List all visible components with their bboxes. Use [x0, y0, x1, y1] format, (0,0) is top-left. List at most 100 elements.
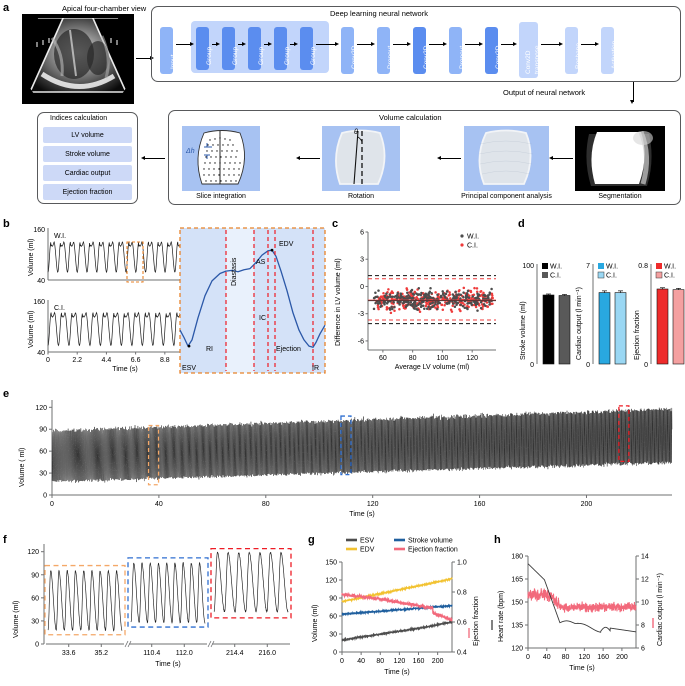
- svg-text:0: 0: [360, 284, 364, 291]
- nn-block-label: Dropout: [386, 45, 394, 69]
- svg-text:C.I.: C.I.: [664, 273, 675, 280]
- arrow-seg-to-pca-head: [549, 155, 553, 160]
- svg-text:112.0: 112.0: [176, 650, 193, 657]
- nn-block-group-5[interactable]: [300, 27, 313, 70]
- svg-text:120: 120: [579, 654, 591, 661]
- panel-label-f: f: [3, 534, 7, 546]
- volume-calc-box: [168, 110, 681, 205]
- svg-text:160: 160: [33, 299, 45, 306]
- svg-text:0: 0: [43, 493, 47, 500]
- index-cardiac-output[interactable]: Cardiac output: [43, 165, 132, 181]
- svg-text:12: 12: [641, 577, 649, 584]
- nn-block-group-3[interactable]: [248, 27, 261, 70]
- svg-text:35.2: 35.2: [94, 650, 108, 657]
- svg-text:40: 40: [357, 658, 365, 665]
- arrow-image-to-nn-head: [150, 55, 154, 60]
- nn-block-group-4[interactable]: [274, 27, 287, 70]
- nn-block-dropout-7[interactable]: [377, 27, 390, 74]
- svg-text:120: 120: [367, 501, 379, 508]
- nn-block-label: Activation: [610, 40, 618, 69]
- arrow-pca-to-rot: [441, 158, 461, 159]
- svg-text:90: 90: [31, 572, 39, 579]
- svg-text:W.I.: W.I.: [467, 234, 479, 241]
- arrow-rot-to-slice: [300, 158, 320, 159]
- svg-text:C.I.: C.I.: [550, 273, 561, 280]
- panel-g-plot: 0 30 60 90 120 150 0.4 0.6 0.8 1.0 0 40 80 120 160 200 T…: [308, 534, 493, 684]
- nn-block-conv2d-6[interactable]: [341, 27, 354, 74]
- nn-arrow-head: [335, 41, 339, 46]
- arrow-nn-output-head: [630, 100, 635, 104]
- svg-text:40: 40: [155, 501, 163, 508]
- nn-block-activation-13[interactable]: [601, 27, 614, 74]
- nn-block-dropout-9[interactable]: [449, 27, 462, 74]
- arrow-pca-to-rot-head: [437, 155, 441, 160]
- nn-arrow: [316, 44, 335, 45]
- svg-text:14: 14: [641, 554, 649, 561]
- svg-text:2.2: 2.2: [72, 357, 82, 364]
- svg-text:C.I.: C.I.: [467, 243, 478, 250]
- svg-text:200: 200: [581, 501, 593, 508]
- nn-block-conv2d-10[interactable]: [485, 27, 498, 74]
- nn-block-group-1[interactable]: [196, 27, 209, 70]
- svg-text:214.4: 214.4: [226, 650, 244, 657]
- svg-text:0: 0: [35, 642, 39, 649]
- nn-block-conv2d-transpose-11[interactable]: [519, 22, 538, 78]
- nn-arrow: [176, 44, 190, 45]
- panel-f-plot: 0 30 60 90 120 Volume (ml) 33.6 35.2 110.4 112.0 2…: [8, 534, 308, 684]
- index-ejection-fraction[interactable]: Ejection fraction: [43, 184, 132, 200]
- nn-block-label: Group: [231, 46, 239, 65]
- panel-label-b: b: [3, 218, 10, 230]
- arrow-seg-to-pca: [553, 158, 573, 159]
- nn-block-label: Group: [205, 46, 213, 65]
- nn-arrow-head: [216, 41, 220, 46]
- svg-text:60: 60: [329, 614, 337, 621]
- svg-text:Time (s): Time (s): [155, 661, 180, 668]
- panel-label-d: d: [518, 218, 525, 230]
- svg-text:40: 40: [37, 278, 45, 285]
- svg-text:ESV: ESV: [182, 365, 196, 372]
- svg-text:0.6: 0.6: [457, 620, 467, 627]
- svg-text:30: 30: [31, 618, 39, 625]
- svg-text:8.8: 8.8: [160, 357, 170, 364]
- nn-arrow: [264, 44, 268, 45]
- svg-text:0.4: 0.4: [457, 650, 467, 657]
- svg-text:80: 80: [376, 658, 384, 665]
- panel-label-c: c: [332, 218, 339, 230]
- nn-title: Deep learning neural network: [330, 9, 428, 18]
- svg-text:3: 3: [360, 257, 364, 264]
- svg-text:80: 80: [562, 654, 570, 661]
- slice-integration-image: [182, 126, 260, 191]
- nn-arrow: [238, 44, 242, 45]
- arrow-image-to-nn: [136, 58, 151, 59]
- svg-text:33.6: 33.6: [62, 650, 76, 657]
- svg-text:Ejection fraction: Ejection fraction: [634, 310, 641, 360]
- nn-arrow-head: [443, 41, 447, 46]
- nn-arrow-head: [190, 41, 194, 46]
- nn-block-label: transpose: [534, 45, 541, 74]
- nn-block-group-2[interactable]: [222, 27, 235, 70]
- svg-text:Time (s): Time (s): [112, 366, 137, 373]
- index-stroke-volume[interactable]: Stroke volume: [43, 146, 132, 162]
- index-lv-volume[interactable]: LV volume: [43, 127, 132, 143]
- nn-block-reshape-12[interactable]: [565, 27, 578, 74]
- panel-h-plot: 120 135 150 165 180 6 8 10 12 14 0 40 80 120 160 200 Tim…: [470, 534, 685, 684]
- svg-text:W.I.: W.I.: [550, 264, 562, 271]
- nn-arrow: [393, 44, 407, 45]
- nn-block-conv2d-8[interactable]: [413, 27, 426, 74]
- svg-text:AS: AS: [256, 259, 266, 266]
- svg-text:180: 180: [511, 554, 523, 561]
- svg-text:6.6: 6.6: [131, 357, 141, 364]
- panel-label-e: e: [3, 388, 10, 400]
- slice-dh-annot: Δh: [186, 148, 195, 155]
- svg-text:0: 0: [530, 362, 534, 369]
- panel-c-plot: -6 -3 0 3 6 60 80 100 120 Average LV volume (ml) D…: [330, 222, 515, 382]
- nn-block-label: Reshape: [574, 42, 582, 69]
- nn-block-input-0[interactable]: [160, 27, 173, 74]
- svg-text:-3: -3: [358, 311, 364, 318]
- svg-text:Volume (ml): Volume (ml): [13, 601, 20, 638]
- svg-text:120: 120: [394, 658, 406, 665]
- svg-text:120: 120: [27, 549, 39, 556]
- svg-text:IR: IR: [312, 365, 319, 372]
- svg-text:6: 6: [641, 646, 645, 653]
- svg-text:0: 0: [644, 362, 648, 369]
